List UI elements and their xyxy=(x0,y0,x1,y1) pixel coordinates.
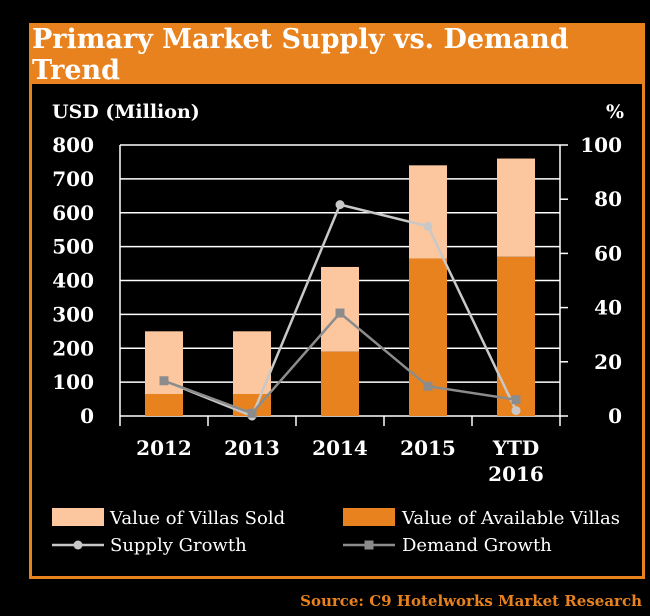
supply-growth-point xyxy=(511,406,521,416)
bar-available-villas xyxy=(321,351,359,416)
demand-growth-point xyxy=(247,408,257,418)
x-tick-label: 2013 xyxy=(224,436,280,460)
y-tick-right: 40 xyxy=(594,296,622,320)
demand-growth-point xyxy=(159,376,169,386)
x-tick-label: 2016 xyxy=(488,462,544,486)
legend-label-villas-sold: Value of Villas Sold xyxy=(109,508,285,529)
bar-available-villas xyxy=(145,393,183,416)
y-tick-left: 300 xyxy=(52,302,94,326)
y-tick-left: 100 xyxy=(52,370,94,394)
chart-frame: Primary Market Supply vs. Demand Trend xyxy=(29,23,645,579)
y-tick-right: 0 xyxy=(608,404,622,428)
bar-available-villas xyxy=(409,258,447,416)
y-tick-left: 200 xyxy=(52,336,94,360)
legend-label-supply-growth: Supply Growth xyxy=(110,535,247,556)
demand-growth-point xyxy=(335,308,345,318)
x-tick-label: 2012 xyxy=(136,436,192,460)
bars xyxy=(145,158,535,416)
line-series xyxy=(159,200,521,421)
y-tick-right: 100 xyxy=(580,133,622,157)
supply-growth-point xyxy=(335,200,345,210)
y-tick-left: 600 xyxy=(52,201,94,225)
y-tick-right: 20 xyxy=(594,350,622,374)
legend-swatch-villas-sold xyxy=(52,508,104,526)
legend: Value of Villas Sold Value of Available V… xyxy=(52,508,620,556)
source-note: Source: C9 Hotelworks Market Research xyxy=(300,592,642,610)
right-axis-title: % xyxy=(606,101,624,123)
legend-swatch-available-villas xyxy=(343,508,395,526)
y-tick-left: 700 xyxy=(52,167,94,191)
y-tick-left: 800 xyxy=(52,133,94,157)
y-tick-right: 60 xyxy=(594,241,622,265)
x-tick-label: 2015 xyxy=(400,436,456,460)
y-tick-left: 400 xyxy=(52,269,94,293)
y-tick-left: 500 xyxy=(52,235,94,259)
bar-available-villas xyxy=(497,256,535,416)
legend-marker-demand-growth xyxy=(364,540,374,550)
chart-title: Primary Market Supply vs. Demand Trend xyxy=(32,24,642,86)
axes: USD (Million) %80070060050040030020010001… xyxy=(52,101,624,486)
demand-growth-point xyxy=(423,381,433,391)
legend-label-demand-growth: Demand Growth xyxy=(402,535,552,556)
demand-growth-point xyxy=(511,395,521,405)
left-axis-title: USD (Million) xyxy=(52,101,200,123)
legend-marker-supply-growth xyxy=(73,540,83,550)
legend-label-available-villas: Value of Available Villas xyxy=(401,508,620,529)
supply-growth-point xyxy=(423,221,433,231)
bar-villas-sold xyxy=(497,158,535,257)
y-tick-left: 0 xyxy=(80,404,94,428)
y-tick-right: 80 xyxy=(594,187,622,211)
bar-villas-sold xyxy=(409,165,447,259)
x-tick-label: YTD xyxy=(492,436,540,460)
x-tick-label: 2014 xyxy=(312,436,368,460)
